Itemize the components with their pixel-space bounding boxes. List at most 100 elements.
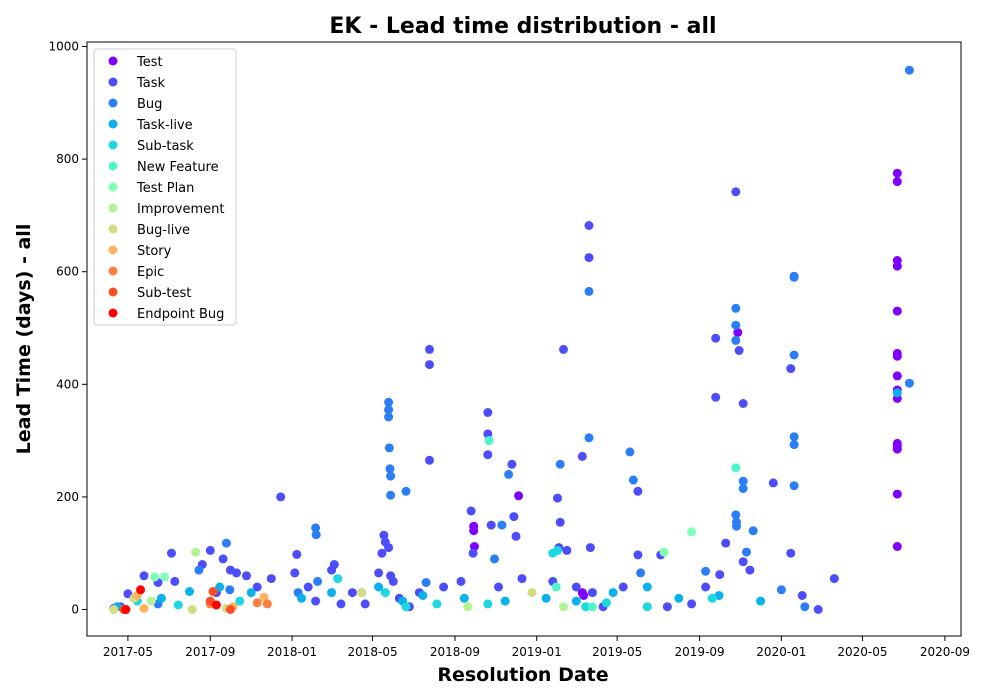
- chart-title: EK - Lead time distribution - all: [329, 14, 716, 39]
- data-point: [585, 543, 595, 553]
- data-point: [738, 557, 748, 567]
- data-point: [266, 574, 276, 584]
- data-point: [553, 545, 562, 555]
- legend-marker: [108, 140, 118, 150]
- legend-marker: [108, 77, 118, 87]
- data-point: [687, 599, 697, 609]
- data-point: [551, 582, 561, 592]
- data-point: [642, 602, 652, 612]
- data-point: [701, 582, 711, 592]
- data-point: [892, 177, 902, 187]
- data-point: [721, 538, 731, 548]
- y-tick-label: 0: [71, 603, 79, 617]
- data-point: [421, 578, 431, 587]
- data-point: [463, 602, 473, 612]
- legend-label: Epic: [137, 265, 164, 280]
- data-point: [541, 593, 551, 603]
- data-point: [813, 605, 823, 614]
- series-7: [146, 547, 568, 612]
- data-point: [662, 602, 672, 612]
- data-point: [136, 585, 146, 595]
- data-point: [211, 600, 221, 610]
- points-layer: [109, 65, 914, 614]
- data-point: [789, 350, 799, 360]
- legend-label: Test: [136, 55, 163, 70]
- data-point: [504, 469, 514, 479]
- y-tick-label: 600: [56, 265, 79, 279]
- data-point: [379, 530, 389, 540]
- data-point: [789, 432, 799, 442]
- data-point: [577, 451, 587, 461]
- data-point: [432, 599, 442, 609]
- y-axis: 0 200 400 600 800 1000: [48, 40, 87, 617]
- data-point: [559, 602, 568, 612]
- data-point: [232, 568, 241, 578]
- data-point: [374, 568, 384, 578]
- x-tick-label: 2018-01: [267, 645, 317, 659]
- data-point: [384, 405, 394, 415]
- legend: Test Task Bug Task-live Sub-task New Feature T…: [93, 48, 237, 326]
- data-point: [311, 596, 321, 606]
- data-point: [276, 492, 286, 502]
- data-point: [262, 599, 272, 609]
- legend-label: Bug: [137, 97, 162, 112]
- data-point: [357, 588, 367, 598]
- data-point: [584, 221, 594, 230]
- data-point: [121, 605, 131, 614]
- data-point: [511, 531, 521, 541]
- data-point: [789, 481, 799, 491]
- y-tick-label: 1000: [48, 40, 79, 54]
- data-point: [748, 526, 758, 536]
- data-point: [374, 582, 384, 592]
- legend-marker: [108, 98, 118, 108]
- legend-marker: [108, 266, 118, 276]
- legend-label: Sub-task: [137, 139, 194, 154]
- data-point: [642, 582, 652, 592]
- data-point: [601, 598, 611, 608]
- series-3: [112, 388, 902, 612]
- data-point: [892, 371, 902, 381]
- data-point: [303, 582, 313, 592]
- data-point: [768, 478, 778, 488]
- data-point: [439, 582, 449, 592]
- data-point: [150, 572, 160, 582]
- data-point: [553, 493, 562, 503]
- data-point: [734, 346, 744, 355]
- y-tick-label: 800: [56, 152, 79, 166]
- data-point: [259, 592, 269, 602]
- data-point: [386, 471, 396, 481]
- data-point: [829, 574, 839, 584]
- data-point: [738, 476, 748, 486]
- data-point: [292, 549, 302, 559]
- data-point: [225, 585, 235, 595]
- data-point: [384, 543, 394, 553]
- data-point: [242, 571, 251, 581]
- series-5: [484, 436, 741, 612]
- data-point: [892, 542, 902, 551]
- data-point: [659, 547, 669, 557]
- data-point: [225, 605, 235, 614]
- data-point: [388, 576, 398, 586]
- data-point: [170, 576, 180, 586]
- data-point: [252, 582, 262, 592]
- data-point: [313, 576, 323, 586]
- data-point: [484, 436, 494, 446]
- data-point: [687, 527, 697, 537]
- data-point: [892, 351, 902, 361]
- data-point: [384, 412, 394, 422]
- data-point: [297, 593, 306, 603]
- data-point: [738, 484, 748, 493]
- data-point: [584, 286, 594, 296]
- data-point: [385, 464, 395, 474]
- data-point: [745, 565, 755, 575]
- data-point: [401, 602, 411, 612]
- x-tick-label: 2020-05: [837, 645, 887, 659]
- data-point: [786, 548, 796, 558]
- series-9: [132, 591, 269, 613]
- x-tick-label: 2019-09: [675, 645, 725, 659]
- data-point: [786, 364, 796, 374]
- data-point: [497, 520, 507, 530]
- series-1: [109, 187, 839, 614]
- data-point: [160, 572, 170, 582]
- data-point: [205, 545, 215, 555]
